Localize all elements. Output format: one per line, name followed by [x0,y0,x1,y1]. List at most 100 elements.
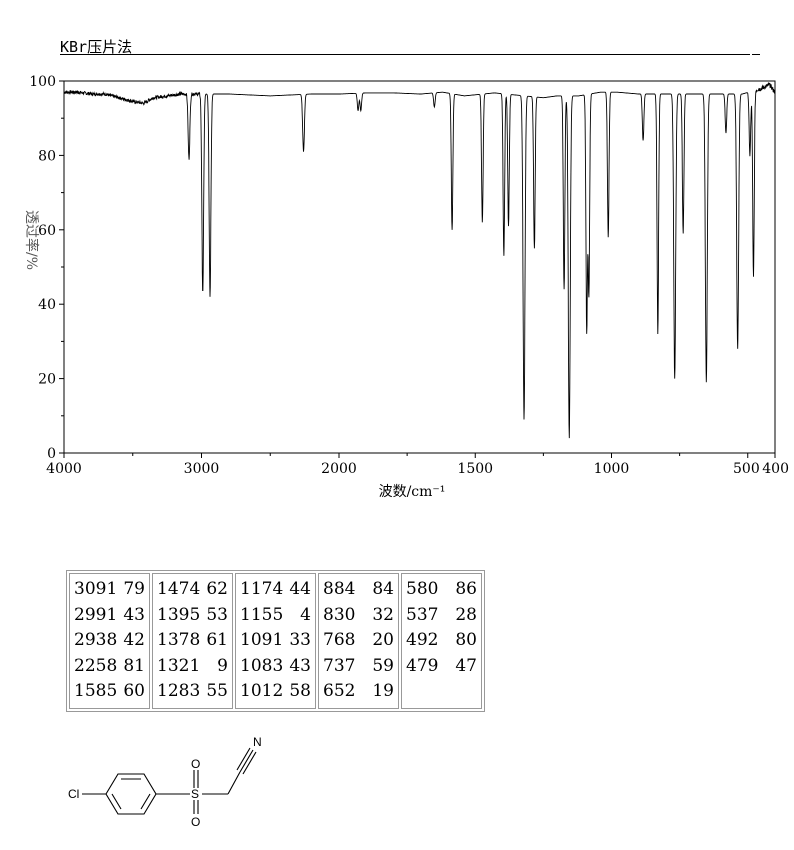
header-rule [60,54,750,55]
peak-table: 3091 79 2991 43 2938 42 2258 81 1585 60 1474 62 1395… [66,570,485,712]
atom-oxygen-top: O [191,757,200,771]
peak-table-row: 1395 53 [157,603,228,629]
peak-wavenumber: 1283 [157,681,201,701]
y-axis-label: 透过率/% [23,210,40,270]
peak-wavenumber: 580 [406,579,439,599]
x-tick-label: 4000 [46,461,82,477]
peak-table-row: 652 19 [323,679,394,705]
peak-table-row: 1378 61 [157,628,228,654]
x-tick-label: 3000 [184,461,220,477]
atom-oxygen-bottom: O [191,815,200,828]
peak-table-row: 1012 58 [240,679,311,705]
y-tick-label: 20 [38,372,56,388]
atom-chlorine: Cl [68,787,79,801]
peak-table-row: 492 80 [406,628,477,654]
series-layer [63,81,776,439]
cn-triple-3 [242,751,257,775]
x-axis-label: 波数/cm⁻¹ [379,484,446,500]
y-tick-label: 0 [47,446,56,462]
peak-table-row: 1155 4 [240,603,311,629]
method-label: KBr压片法 [60,38,133,56]
peak-transmittance: 60 [123,681,145,701]
y-tick-label: 80 [38,148,56,164]
atom-sulfur: S [191,787,199,801]
peak-table-row: 830 32 [323,603,394,629]
peak-table-row: 884 84 [323,577,394,603]
peak-wavenumber: 830 [323,604,356,625]
peak-wavenumber: 768 [323,630,356,650]
peak-transmittance: 79 [123,579,145,599]
peak-table-row: 479 47 [406,654,477,680]
peak-transmittance: 84 [372,579,394,599]
y-tick-label: 60 [38,223,56,239]
peak-table-row: 1083 43 [240,654,311,680]
x-tick-label: 2000 [321,461,357,477]
plot-frame [63,80,776,454]
ticks-layer: 0 20 40 60 80 100 4000 3000 2000 1500 1000 500 400 [29,74,789,477]
peak-table-row: 2938 42 [74,628,145,654]
peak-wavenumber: 1155 [240,604,284,625]
peak-table-row: 1091 33 [240,628,311,654]
peak-wavenumber: 1174 [240,579,284,599]
y-axis-label-group: 透过率/% [23,210,40,270]
peak-wavenumber: 2938 [74,630,118,650]
peak-transmittance: 55 [206,681,228,701]
peak-transmittance: 44 [289,579,311,599]
peak-transmittance: 4 [300,604,311,625]
peak-table-row: 1174 44 [240,577,311,603]
peak-wavenumber: 737 [323,655,356,676]
peak-wavenumber: 1083 [240,655,284,676]
ring-double-3 [111,793,122,810]
peak-table-row: 1585 60 [74,679,145,705]
y-tick-label: 100 [29,74,56,90]
peak-table-row: 737 59 [323,654,394,680]
molecule-structure: Cl S O O N [68,735,262,828]
peak-table-column: 3091 79 2991 43 2938 42 2258 81 1585 60 [69,573,150,709]
peak-table-row: 580 86 [406,577,477,603]
peak-transmittance: 33 [289,630,311,650]
peak-transmittance: 47 [455,655,477,676]
peak-wavenumber: 1378 [157,630,201,650]
peak-table-row: 2991 43 [74,603,145,629]
peak-transmittance: 42 [123,630,145,650]
peak-table-column: 580 86 537 28 492 80 479 47 [401,573,482,709]
atom-nitrogen: N [253,735,262,749]
peak-transmittance: 43 [123,604,145,625]
x-tick-label: 1000 [594,461,630,477]
transmittance-series [63,81,776,439]
peak-wavenumber: 884 [323,579,356,599]
header-tick [752,54,760,55]
y-tick-label: 40 [38,297,56,313]
peak-table-row: 1321 9 [157,654,228,680]
ch2-c-bond [227,771,241,795]
peak-transmittance: 28 [455,604,477,625]
peak-wavenumber: 1012 [240,681,284,701]
x-tick-label: 400 [762,461,789,477]
peak-table-row: 3091 79 [74,577,145,603]
peak-table-row: 2258 81 [74,654,145,680]
peak-transmittance: 62 [206,579,228,599]
peak-transmittance: 43 [289,655,311,676]
peak-wavenumber: 492 [406,630,439,650]
peak-wavenumber: 2991 [74,604,118,625]
peak-transmittance: 80 [455,630,477,650]
peak-table-column: 1474 62 1395 53 1378 61 1321 9 1283 55 [152,573,233,709]
peak-table-row: 1474 62 [157,577,228,603]
peak-table-row: 768 20 [323,628,394,654]
cn-triple-1 [239,749,254,773]
x-tick-label: 1500 [457,461,493,477]
peak-transmittance: 58 [289,681,311,701]
peak-transmittance: 20 [372,630,394,650]
peak-transmittance: 19 [372,681,394,701]
benzene-ring [105,773,157,815]
peak-transmittance: 9 [217,655,228,676]
peak-wavenumber: 479 [406,655,439,676]
peak-wavenumber: 3091 [74,579,118,599]
peak-transmittance: 86 [455,579,477,599]
peak-table-column: 884 84 830 32 768 20 737 59 652 19 [318,573,399,709]
peak-wavenumber: 1321 [157,655,201,676]
peak-transmittance: 81 [123,655,145,676]
peak-wavenumber: 1091 [240,630,284,650]
peak-table-row: 1283 55 [157,679,228,705]
peak-transmittance: 53 [206,604,228,625]
